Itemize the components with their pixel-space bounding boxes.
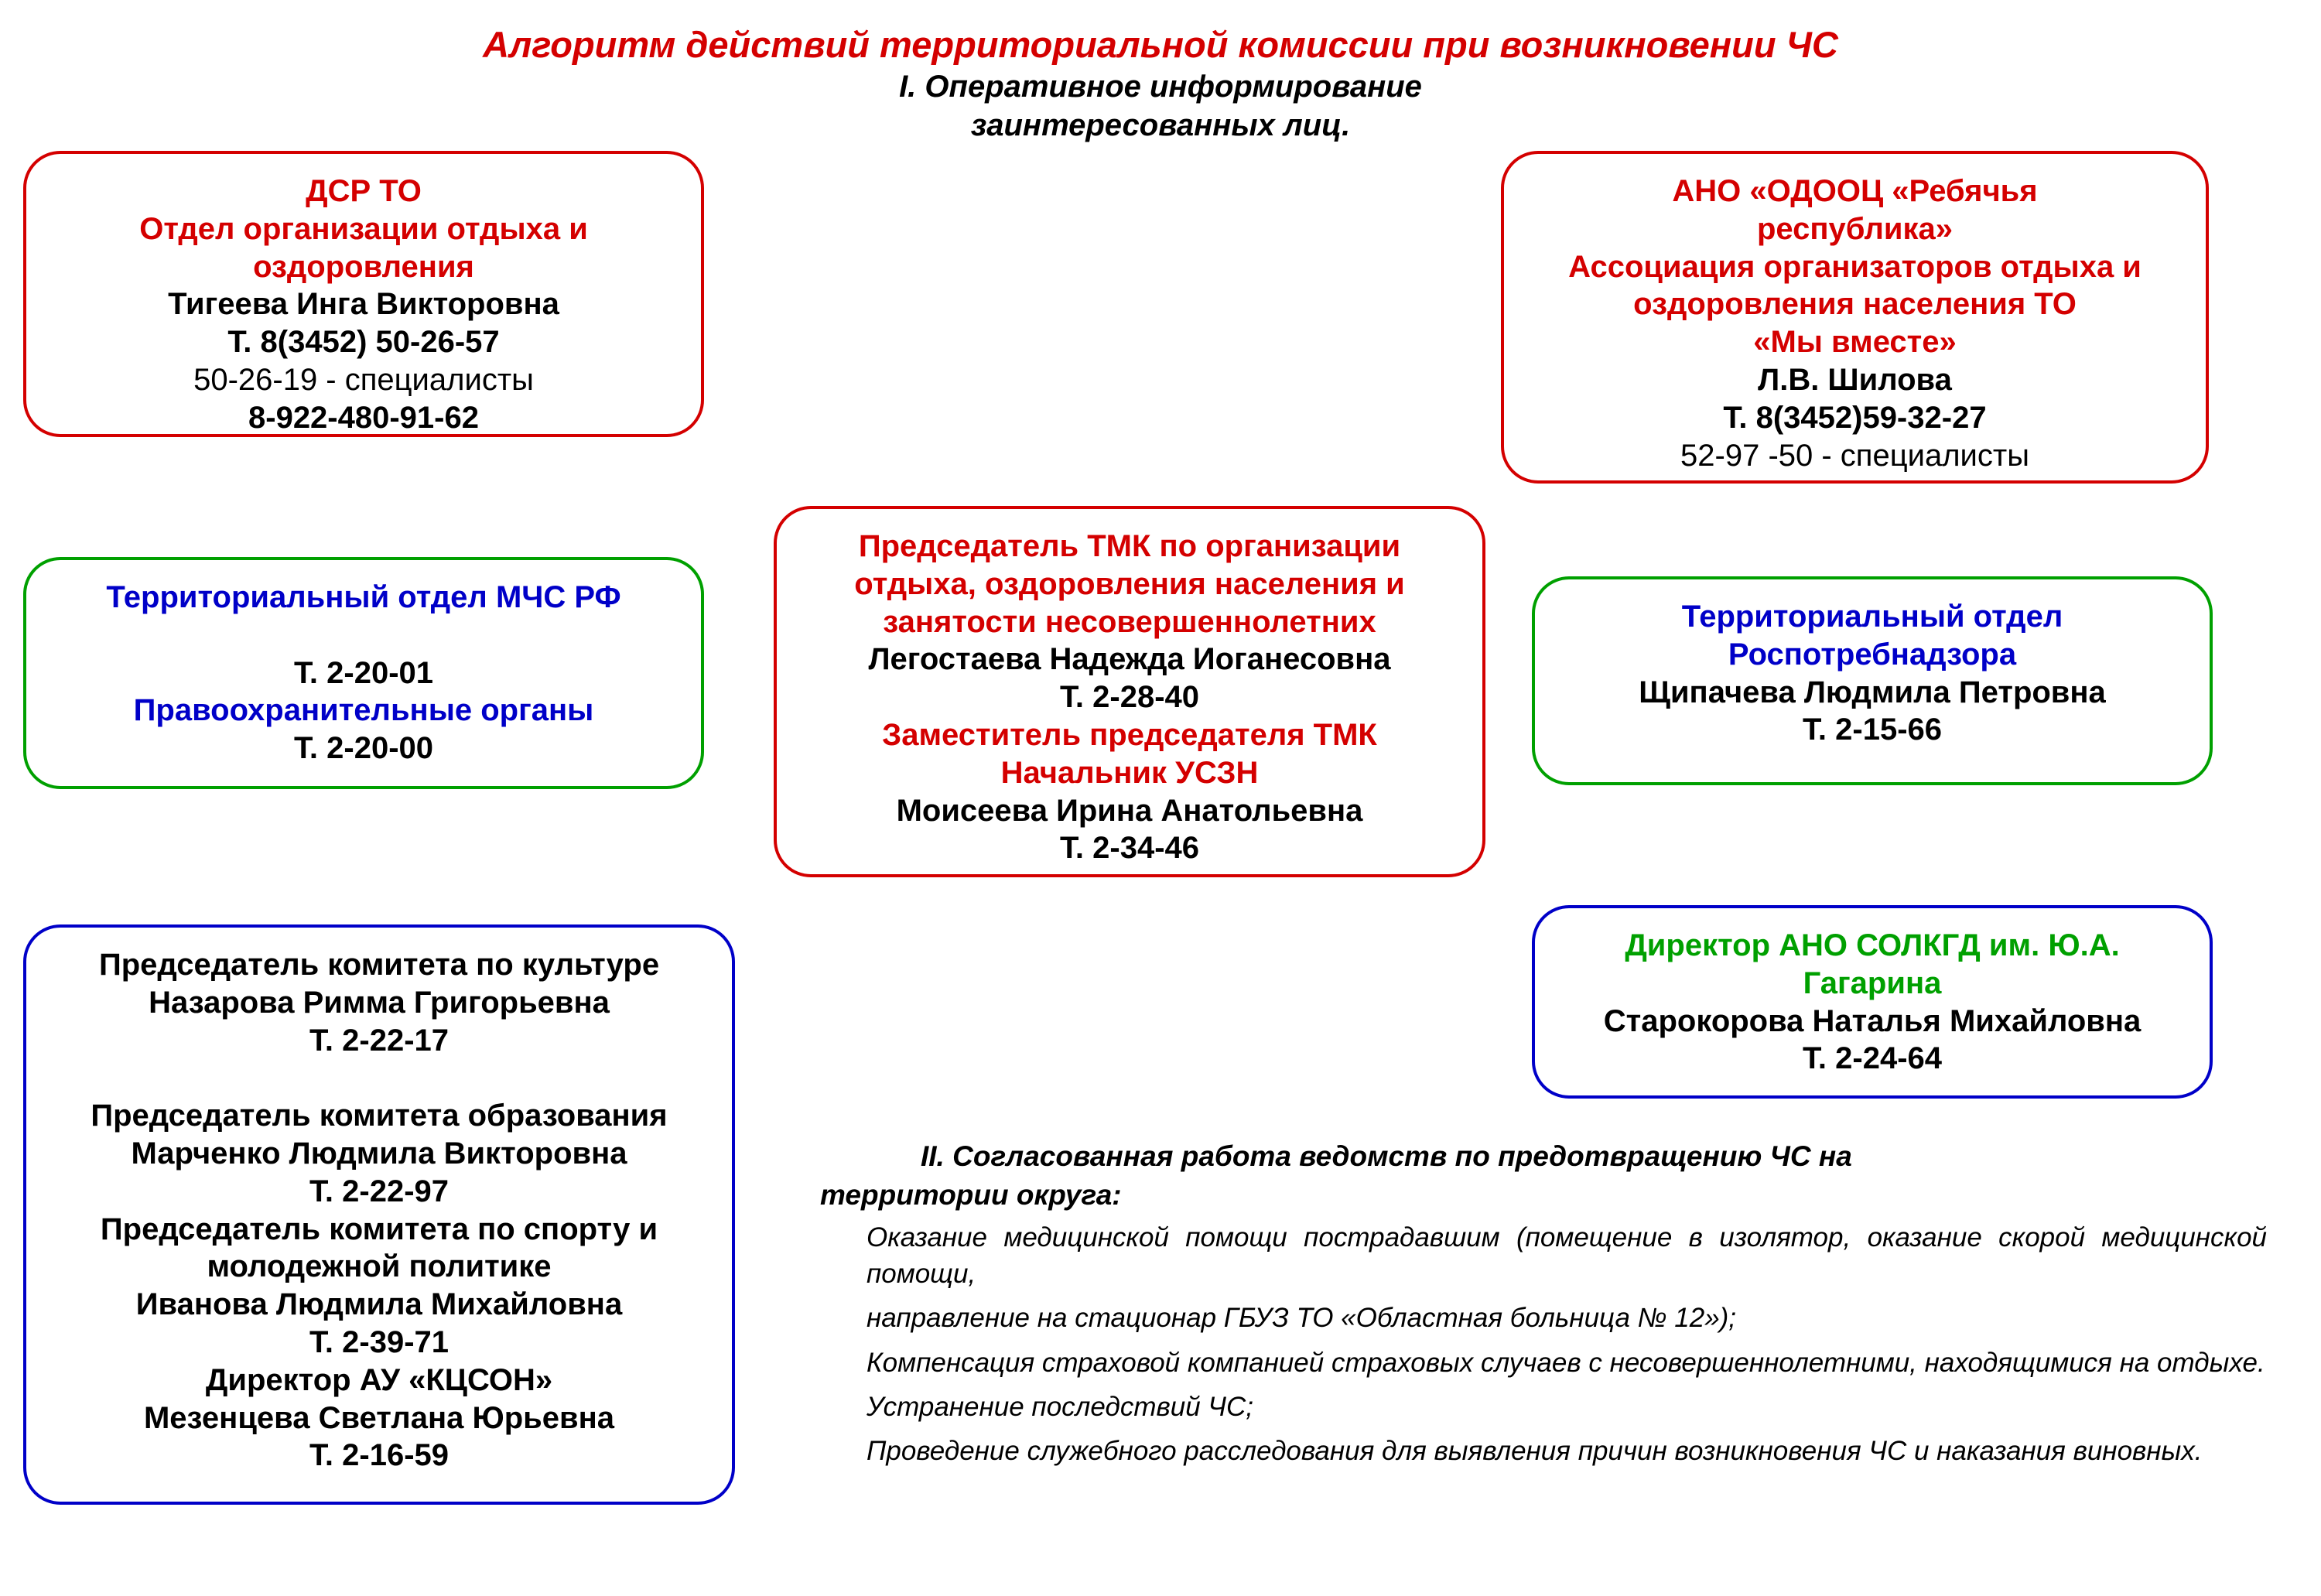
box-ano_odooc-line-3: оздоровления населения ТО (1518, 285, 2192, 323)
box-ano_odooc-line-7: 52-97 -50 - специалисты (1518, 437, 2192, 475)
box-culture-line-2: Т. 2-22-17 (40, 1022, 718, 1060)
box-dsrto: ДСР ТООтдел организации отдыха иоздоровл… (23, 151, 704, 437)
section2-item-0: Оказание медицинской помощи пострадавшим… (867, 1219, 2267, 1293)
box-culture-line-11: Директор АУ «КЦСОН» (40, 1362, 718, 1399)
box-dsrto-line-6: 8-922-480-91-62 (40, 399, 687, 437)
page-title: Алгоритм действий территориальной комисс… (0, 23, 2321, 66)
box-mchs-line-0: Территориальный отдел МЧС РФ (40, 579, 687, 617)
box-mchs: Территориальный отдел МЧС РФ Т. 2-20-01П… (23, 557, 704, 789)
box-dsrto-line-4: Т. 8(3452) 50-26-57 (40, 323, 687, 361)
section2-item-1: направление на стационар ГБУЗ ТО «Област… (867, 1300, 2267, 1336)
box-gagarin-line-1: Гагарина (1549, 965, 2196, 1003)
box-ano-odooc: АНО «ОДООЦ «Ребячьяреспублика»Ассоциация… (1501, 151, 2209, 484)
box-mchs-line-4: Т. 2-20-00 (40, 730, 687, 767)
box-culture-line-3 (40, 1059, 718, 1097)
box-tmk: Председатель ТМК по организацииотдыха, о… (774, 506, 1485, 877)
page-subtitle-2: заинтересованных лиц. (0, 108, 2321, 143)
box-tmk-line-1: отдыха, оздоровления населения и (791, 566, 1468, 603)
box-dsrto-line-5: 50-26-19 - специалисты (40, 361, 687, 399)
box-gagarin-line-3: Т. 2-24-64 (1549, 1040, 2196, 1078)
box-dsrto-line-2: оздоровления (40, 248, 687, 286)
section2: II. Согласованная работа ведомств по пре… (820, 1137, 2267, 1477)
page-root: Алгоритм действий территориальной комисс… (0, 0, 2321, 1596)
box-mchs-line-2: Т. 2-20-01 (40, 654, 687, 692)
box-tmk-line-2: занятости несовершеннолетних (791, 603, 1468, 641)
box-ano_odooc-line-6: Т. 8(3452)59-32-27 (1518, 399, 2192, 437)
box-dsrto-line-0: ДСР ТО (40, 173, 687, 210)
box-culture-line-6: Т. 2-22-97 (40, 1173, 718, 1211)
page-subtitle-1: I. Оперативное информирование (0, 70, 2321, 104)
box-dsrto-line-3: Тигеева Инга Викторовна (40, 285, 687, 323)
box-gagarin-line-2: Старокорова Наталья Михайловна (1549, 1003, 2196, 1041)
section2-body: Оказание медицинской помощи пострадавшим… (820, 1219, 2267, 1470)
box-culture-line-4: Председатель комитета образования (40, 1097, 718, 1135)
box-mchs-line-3: Правоохранительные органы (40, 692, 687, 730)
box-culture-line-9: Иванова Людмила Михайловна (40, 1286, 718, 1324)
box-culture-line-7: Председатель комитета по спорту и (40, 1211, 718, 1249)
box-culture-line-8: молодежной политике (40, 1248, 718, 1286)
box-ano_odooc-line-4: «Мы вместе» (1518, 323, 2192, 361)
section2-heading-1: II. Согласованная работа ведомств по пре… (921, 1137, 2267, 1176)
box-rospotreb-line-1: Роспотребнадзора (1549, 636, 2196, 674)
box-tmk-line-0: Председатель ТМК по организации (791, 528, 1468, 566)
box-ano_odooc-line-2: Ассоциация организаторов отдыха и (1518, 248, 2192, 286)
box-tmk-line-6: Начальник УСЗН (791, 754, 1468, 792)
box-dsrto-line-1: Отдел организации отдыха и (40, 210, 687, 248)
box-gagarin: Директор АНО СОЛКГД им. Ю.А.ГагаринаСтар… (1532, 905, 2213, 1099)
box-culture-line-10: Т. 2-39-71 (40, 1324, 718, 1362)
section2-heading-2: территории округа: (820, 1176, 2267, 1215)
box-rospotreb: Территориальный отделРоспотребнадзораЩип… (1532, 576, 2213, 785)
box-ano_odooc-line-5: Л.В. Шилова (1518, 361, 2192, 399)
box-rospotreb-line-3: Т. 2-15-66 (1549, 711, 2196, 749)
section2-item-3: Устранение последствий ЧС; (867, 1389, 2267, 1425)
section2-item-2: Компенсация страховой компанией страховы… (867, 1345, 2267, 1381)
box-tmk-line-3: Легостаева Надежда Иоганесовна (791, 641, 1468, 678)
box-culture-line-0: Председатель комитета по культуре (40, 946, 718, 984)
box-ano_odooc-line-0: АНО «ОДООЦ «Ребячья (1518, 173, 2192, 210)
box-ano_odooc-line-1: республика» (1518, 210, 2192, 248)
box-gagarin-line-0: Директор АНО СОЛКГД им. Ю.А. (1549, 927, 2196, 965)
box-culture-line-12: Мезенцева Светлана Юрьевна (40, 1399, 718, 1437)
box-culture: Председатель комитета по культуреНазаров… (23, 924, 735, 1505)
box-culture-line-13: Т. 2-16-59 (40, 1437, 718, 1475)
box-tmk-line-8: Т. 2-34-46 (791, 829, 1468, 867)
box-tmk-line-7: Моисеева Ирина Анатольевна (791, 792, 1468, 830)
section2-item-4: Проведение служебного расследования для … (867, 1433, 2267, 1469)
box-rospotreb-line-2: Щипачева Людмила Петровна (1549, 674, 2196, 712)
box-mchs-line-1 (40, 617, 687, 654)
box-tmk-line-5: Заместитель председателя ТМК (791, 716, 1468, 754)
box-culture-line-1: Назарова Римма Григорьевна (40, 984, 718, 1022)
box-tmk-line-4: Т. 2-28-40 (791, 678, 1468, 716)
box-rospotreb-line-0: Территориальный отдел (1549, 598, 2196, 636)
box-culture-line-5: Марченко Людмила Викторовна (40, 1135, 718, 1173)
